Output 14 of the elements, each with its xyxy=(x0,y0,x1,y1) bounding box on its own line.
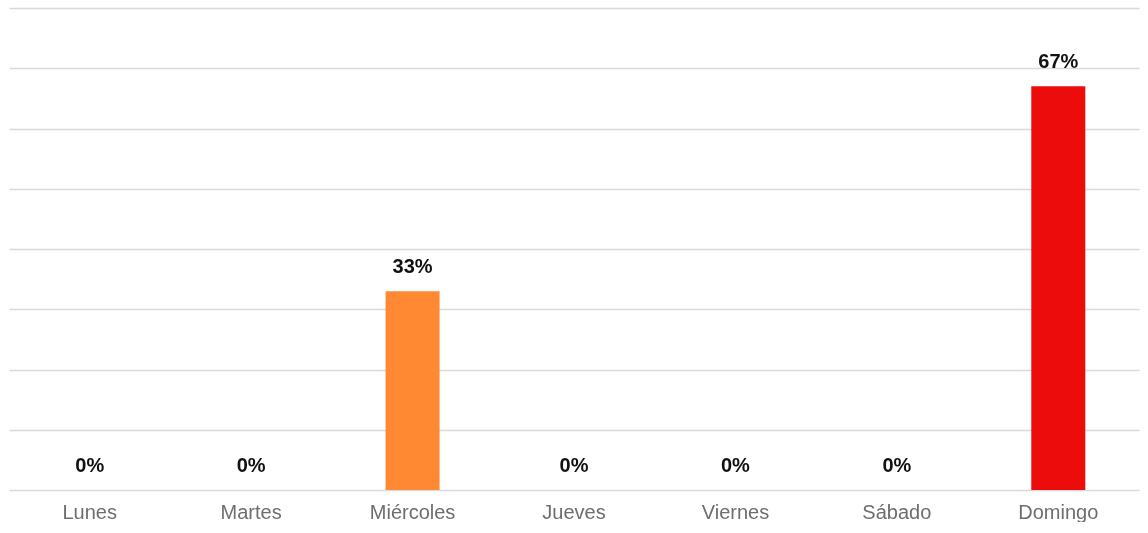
data-label: 67% xyxy=(1038,50,1079,73)
data-label: 0% xyxy=(75,454,105,476)
data-label: 0% xyxy=(720,454,751,476)
data-label: 33% xyxy=(392,255,433,278)
x-tick-label: Jueves xyxy=(542,500,606,523)
x-tick-label: Domingo xyxy=(1018,500,1099,523)
data-label: 0% xyxy=(882,454,912,476)
x-tick-label: Martes xyxy=(220,500,282,523)
data-label: 0% xyxy=(559,454,589,476)
x-tick-label: Viernes xyxy=(701,500,770,523)
x-tick-label: Miércoles xyxy=(369,500,456,523)
x-tick-label: Sábado xyxy=(862,500,932,523)
data-label: 0% xyxy=(236,454,266,476)
x-tick-label: Lunes xyxy=(62,500,117,523)
